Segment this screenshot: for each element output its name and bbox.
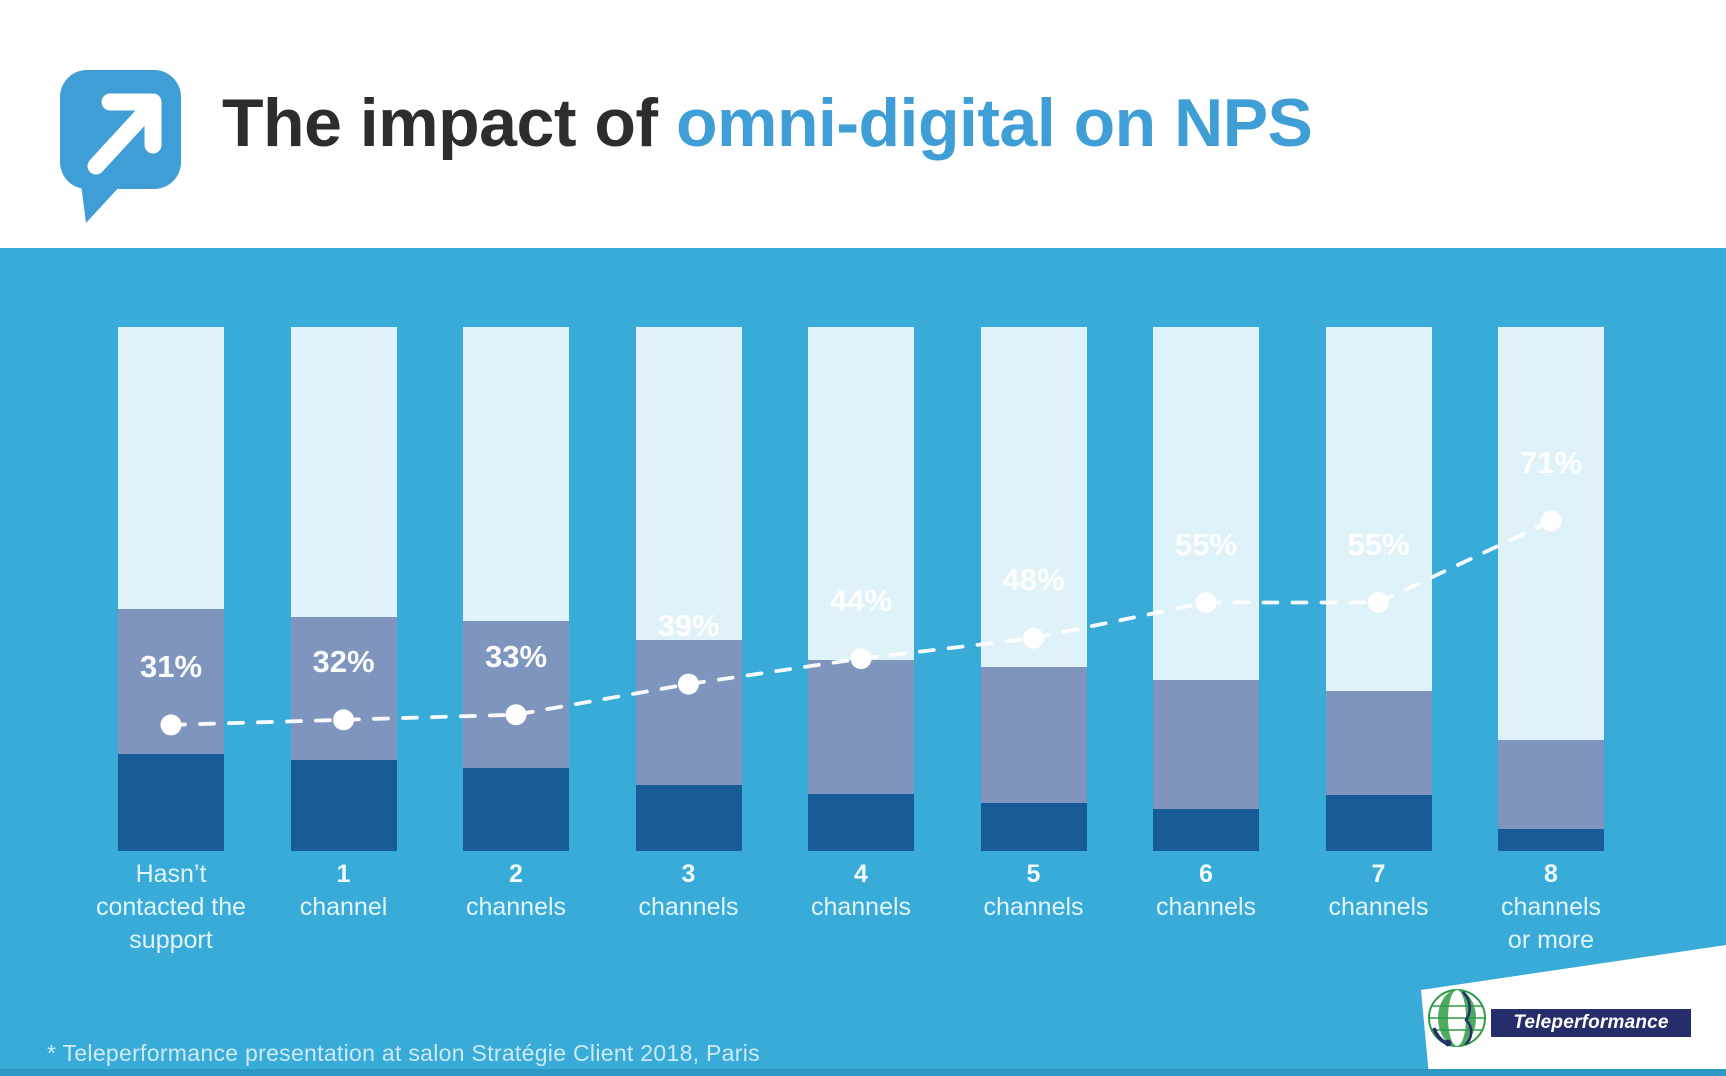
bar-segment-light	[1325, 327, 1432, 692]
x-axis-label-line: channels	[1500, 893, 1602, 921]
bar-segment-dark	[1153, 809, 1259, 851]
bar-segment-light	[980, 327, 1087, 668]
bar-segment-dark	[463, 768, 569, 851]
page-title: The impact of omni-digital on NPS	[222, 80, 1313, 166]
bar-segment-med	[290, 616, 397, 760]
x-axis-label: 2 channels	[416, 858, 616, 924]
bar-segment-dark	[290, 759, 397, 851]
x-axis-label: 5 channels	[934, 858, 1134, 924]
bar-segment-light	[118, 327, 224, 609]
x-axis-label: 7 channels	[1279, 858, 1479, 924]
x-axis-label: 3 channels	[589, 858, 789, 924]
nps-value-label: 55%	[1174, 526, 1238, 562]
x-axis-label: 6 channels	[1106, 858, 1306, 924]
x-axis-label-line: 6	[1199, 860, 1213, 888]
footnote: * Teleperformance presentation at salon …	[47, 1040, 760, 1066]
bar-segment-light	[1153, 327, 1259, 681]
x-axis-label: 8 channels or more	[1451, 858, 1651, 957]
bar-column-3	[463, 327, 569, 851]
bar-segment-light	[635, 327, 742, 640]
x-axis-label-line: 3	[681, 860, 696, 888]
nps-value-label: 33%	[484, 638, 548, 674]
bar-column-9	[1498, 327, 1604, 851]
x-axis-label-line: Hasn’t	[135, 860, 207, 888]
x-axis-label: Hasn’t contacted the support	[71, 858, 271, 957]
x-axis-label-line: 7	[1371, 860, 1386, 888]
title-prefix: The impact of	[222, 85, 676, 161]
nps-value-label: 48%	[1002, 562, 1065, 598]
nps-value-label: 55%	[1347, 526, 1410, 562]
x-axis-label-line: or more	[1507, 926, 1595, 954]
bar-segment-med	[635, 639, 742, 785]
nps-value-label: 39%	[657, 608, 720, 644]
bar-segment-med	[808, 659, 914, 794]
bar-column-7	[1153, 327, 1259, 851]
bar-segment-med	[1153, 680, 1259, 810]
bar-column-4	[635, 327, 742, 851]
bar-segment-light	[290, 327, 397, 617]
bar-segment-light	[1498, 327, 1604, 740]
nps-value-label: 31%	[139, 648, 203, 684]
bar-column-8	[1325, 327, 1432, 851]
bar-segment-dark	[808, 793, 914, 851]
x-axis-label-line: support	[129, 926, 213, 954]
x-axis-label-line: channels	[983, 893, 1084, 921]
x-axis-label: 1 channel	[244, 858, 444, 924]
bar-segment-dark	[1498, 828, 1604, 851]
bar-segment-light	[463, 327, 569, 621]
x-axis-label-line: channels	[1155, 893, 1257, 921]
x-axis-label-line: 2	[509, 860, 523, 888]
bar-segment-dark	[1325, 794, 1432, 851]
x-axis-label-line: channels	[810, 893, 912, 921]
header	[0, 0, 1726, 248]
brand-wordmark-box: Teleperformance	[1491, 1009, 1691, 1037]
bar-column-2	[290, 327, 397, 851]
bar-column-1	[118, 327, 224, 851]
speech-bubble-with-up-right-arrow-icon	[60, 70, 181, 223]
x-axis-label-line: channels	[1328, 893, 1429, 921]
bar-segment-med	[1498, 739, 1604, 829]
x-axis-label-line: contacted the	[95, 893, 247, 921]
bottom-accent-strip	[0, 1069, 1726, 1076]
x-axis-label-line: 1	[336, 860, 351, 888]
teleperformance-globe-icon	[1428, 989, 1486, 1047]
brand-wordmark: Teleperformance	[1513, 1012, 1669, 1033]
nps-value-label: 71%	[1519, 444, 1583, 480]
x-axis-label-line: 8	[1544, 860, 1558, 888]
bar-segment-dark	[635, 784, 742, 851]
x-axis-label: 4 channels	[761, 858, 961, 924]
bar-segment-med	[980, 667, 1087, 804]
title-highlight: omni-digital on NPS	[675, 85, 1313, 161]
bar-segment-dark	[118, 754, 224, 851]
x-axis-label-line: 5	[1026, 860, 1041, 888]
bar-segment-med	[1325, 691, 1432, 795]
nps-value-label: 44%	[829, 582, 893, 618]
x-axis-label-line: channels	[465, 893, 567, 921]
bar-segment-dark	[980, 803, 1087, 851]
x-axis-label-line: 4	[854, 860, 868, 888]
x-axis-label-line: channels	[638, 893, 739, 921]
nps-value-label: 32%	[312, 643, 375, 679]
x-axis-label-line: channel	[299, 893, 388, 921]
